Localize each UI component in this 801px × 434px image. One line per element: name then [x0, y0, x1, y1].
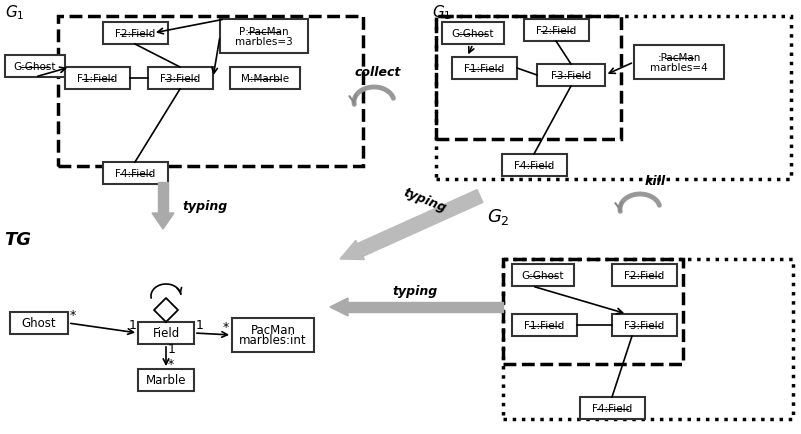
Bar [537, 65, 605, 87]
Bar [503, 260, 683, 364]
Text: F1:Field: F1:Field [525, 320, 565, 330]
Text: F3:Field: F3:Field [624, 320, 665, 330]
Bar [58, 17, 363, 167]
Bar [230, 68, 300, 90]
Text: *: * [223, 320, 229, 333]
Text: marbles:int: marbles:int [239, 334, 307, 347]
Text: PacMan: PacMan [251, 324, 296, 337]
Bar [148, 68, 213, 90]
Text: $G_1$: $G_1$ [432, 3, 452, 22]
Text: F4:Field: F4:Field [115, 169, 155, 178]
Text: marbles=4: marbles=4 [650, 63, 708, 73]
Text: G:Ghost: G:Ghost [452, 29, 494, 39]
Bar [103, 163, 168, 184]
Text: Ghost: Ghost [22, 317, 56, 330]
Bar [612, 314, 677, 336]
Bar [220, 20, 308, 54]
Bar [348, 302, 503, 312]
Text: Field: Field [152, 327, 179, 340]
Polygon shape [152, 214, 174, 230]
Bar [138, 369, 194, 391]
Polygon shape [330, 298, 348, 316]
Text: F4:Field: F4:Field [593, 403, 633, 413]
Text: F2:Field: F2:Field [537, 26, 577, 36]
Text: F2:Field: F2:Field [624, 270, 665, 280]
Text: marbles=3: marbles=3 [235, 37, 293, 47]
Text: typing: typing [401, 185, 449, 214]
Text: $G_1$: $G_1$ [5, 3, 25, 22]
Text: P:PacMan: P:PacMan [239, 27, 289, 37]
Bar [503, 260, 793, 419]
Bar [502, 155, 567, 177]
Text: G:Ghost: G:Ghost [521, 270, 564, 280]
Polygon shape [357, 190, 483, 257]
Text: :PacMan: :PacMan [658, 53, 701, 63]
Bar [158, 183, 168, 214]
Text: *: * [70, 308, 76, 321]
Text: 1: 1 [129, 318, 137, 331]
Bar [436, 17, 621, 140]
Bar [612, 264, 677, 286]
Polygon shape [340, 241, 364, 260]
Text: F3:Field: F3:Field [160, 74, 200, 84]
Text: F2:Field: F2:Field [115, 29, 155, 39]
Text: F1:Field: F1:Field [465, 64, 505, 74]
Bar [452, 58, 517, 80]
Bar [512, 314, 577, 336]
Bar [524, 20, 589, 42]
Bar [580, 397, 645, 419]
Text: F3:Field: F3:Field [551, 71, 591, 81]
Text: M:Marble: M:Marble [241, 74, 289, 84]
Bar [138, 322, 194, 344]
Bar [103, 23, 168, 45]
Bar [10, 312, 68, 334]
Polygon shape [154, 298, 178, 322]
Text: F1:Field: F1:Field [78, 74, 118, 84]
Text: 1: 1 [168, 342, 176, 355]
Bar [442, 23, 504, 45]
Bar [512, 264, 574, 286]
Text: *: * [168, 357, 175, 370]
Text: collect: collect [355, 66, 401, 78]
Text: F4:Field: F4:Field [514, 161, 554, 171]
Text: kill: kill [645, 175, 666, 188]
Text: typing: typing [392, 284, 437, 297]
Bar [634, 46, 724, 80]
Text: typing: typing [182, 200, 227, 213]
Bar [65, 68, 130, 90]
Bar [436, 17, 791, 180]
Text: 1: 1 [196, 318, 204, 331]
Text: $G_2$: $G_2$ [487, 207, 509, 227]
Bar [5, 56, 65, 78]
Text: G:Ghost: G:Ghost [14, 62, 56, 72]
Bar [232, 318, 314, 352]
Text: TG: TG [4, 230, 31, 248]
Text: Marble: Marble [146, 374, 187, 387]
